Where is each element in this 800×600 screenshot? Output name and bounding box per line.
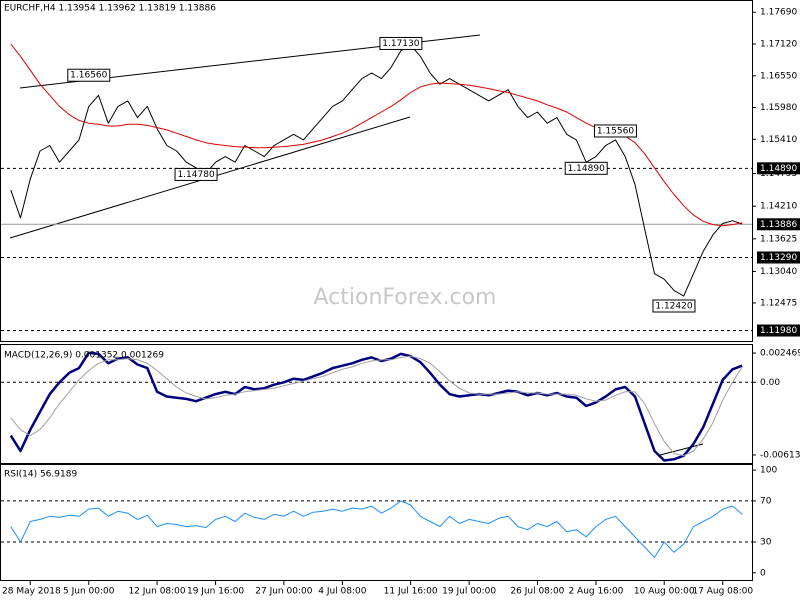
- y-tick-label: 0: [760, 568, 766, 578]
- panel-title: MACD(12,26,9) 0.001352 0.001269: [4, 351, 164, 361]
- y-tick-label: 30: [760, 538, 772, 548]
- y-tick-label: 100: [760, 466, 777, 476]
- x-tick-label: 26 Jul 08:00: [510, 587, 564, 597]
- y-tick-label: 1.14210: [760, 202, 797, 212]
- level-label-box: [757, 324, 800, 337]
- x-tick-label: 28 May 2018: [2, 587, 61, 597]
- x-tick-label: 4 Jul 08:00: [318, 587, 367, 597]
- panel-title: RSI(14) 56.9189: [4, 470, 77, 480]
- annotation-box: [652, 299, 696, 313]
- level-label-box: [757, 251, 800, 264]
- annotation: 1.15560: [597, 126, 634, 136]
- level-label: 1.14890: [760, 164, 797, 174]
- annotation-box: [379, 36, 423, 50]
- y-tick-label: 1.13625: [760, 234, 797, 244]
- y-tick-label: 1.17690: [760, 8, 797, 18]
- y-tick-label: 1.15410: [760, 135, 797, 145]
- panel-title: EURCHF,H4 1.13954 1.13962 1.13819 1.1388…: [4, 4, 216, 14]
- macd-panel: [0, 344, 753, 464]
- series-line: [9, 351, 743, 462]
- rsi-panel: [0, 464, 753, 581]
- level-label: 1.13886: [760, 220, 797, 230]
- level-label: 1.11980: [760, 326, 797, 336]
- y-tick-label: 0.00: [760, 378, 780, 388]
- annotation-box: [593, 124, 637, 138]
- x-tick-label: 11 Jul 16:00: [384, 587, 438, 597]
- y-tick-label: 1.17120: [760, 40, 797, 50]
- annotation-box: [67, 68, 111, 82]
- annotation: 1.14890: [568, 164, 605, 174]
- x-tick-label: 10 Aug 00:00: [634, 587, 695, 597]
- y-tick-label: 0.002469: [760, 349, 800, 359]
- annotation: 1.17130: [382, 39, 419, 49]
- x-tick-label: 5 Jun 00:00: [63, 587, 115, 597]
- price-panel: [0, 0, 753, 342]
- series-line: [10, 44, 743, 297]
- x-tick-label: 17 Aug 08:00: [692, 587, 753, 597]
- level-label: 1.13290: [760, 253, 797, 263]
- annotation-box: [174, 167, 218, 181]
- series-line: [10, 500, 743, 558]
- x-tick-label: 2 Aug 16:00: [568, 587, 623, 597]
- trendline: [659, 443, 704, 456]
- x-tick-label: 19 Jun 16:00: [187, 587, 244, 597]
- y-tick-label: -0.006136: [760, 450, 800, 460]
- annotation: 1.16560: [70, 71, 107, 81]
- y-tick-label: 1.16550: [760, 71, 797, 81]
- x-tick-label: 12 Jun 08:00: [128, 587, 185, 597]
- x-tick-label: 19 Jul 00:00: [442, 587, 496, 597]
- level-label-box: [757, 218, 800, 231]
- annotation-box: [564, 161, 608, 175]
- y-tick-label: 1.13040: [760, 267, 797, 277]
- y-tick-label: 70: [760, 496, 772, 506]
- x-tick-label: 27 Jun 00:00: [255, 587, 312, 597]
- annotation: 1.12420: [655, 301, 692, 311]
- annotation: 1.14780: [177, 170, 214, 180]
- y-tick-label: 1.15980: [760, 103, 797, 113]
- series-line: [10, 355, 743, 457]
- watermark: ActionForex.com: [314, 285, 497, 310]
- y-tick-label: 1.12475: [760, 298, 797, 308]
- level-label-box: [757, 162, 800, 175]
